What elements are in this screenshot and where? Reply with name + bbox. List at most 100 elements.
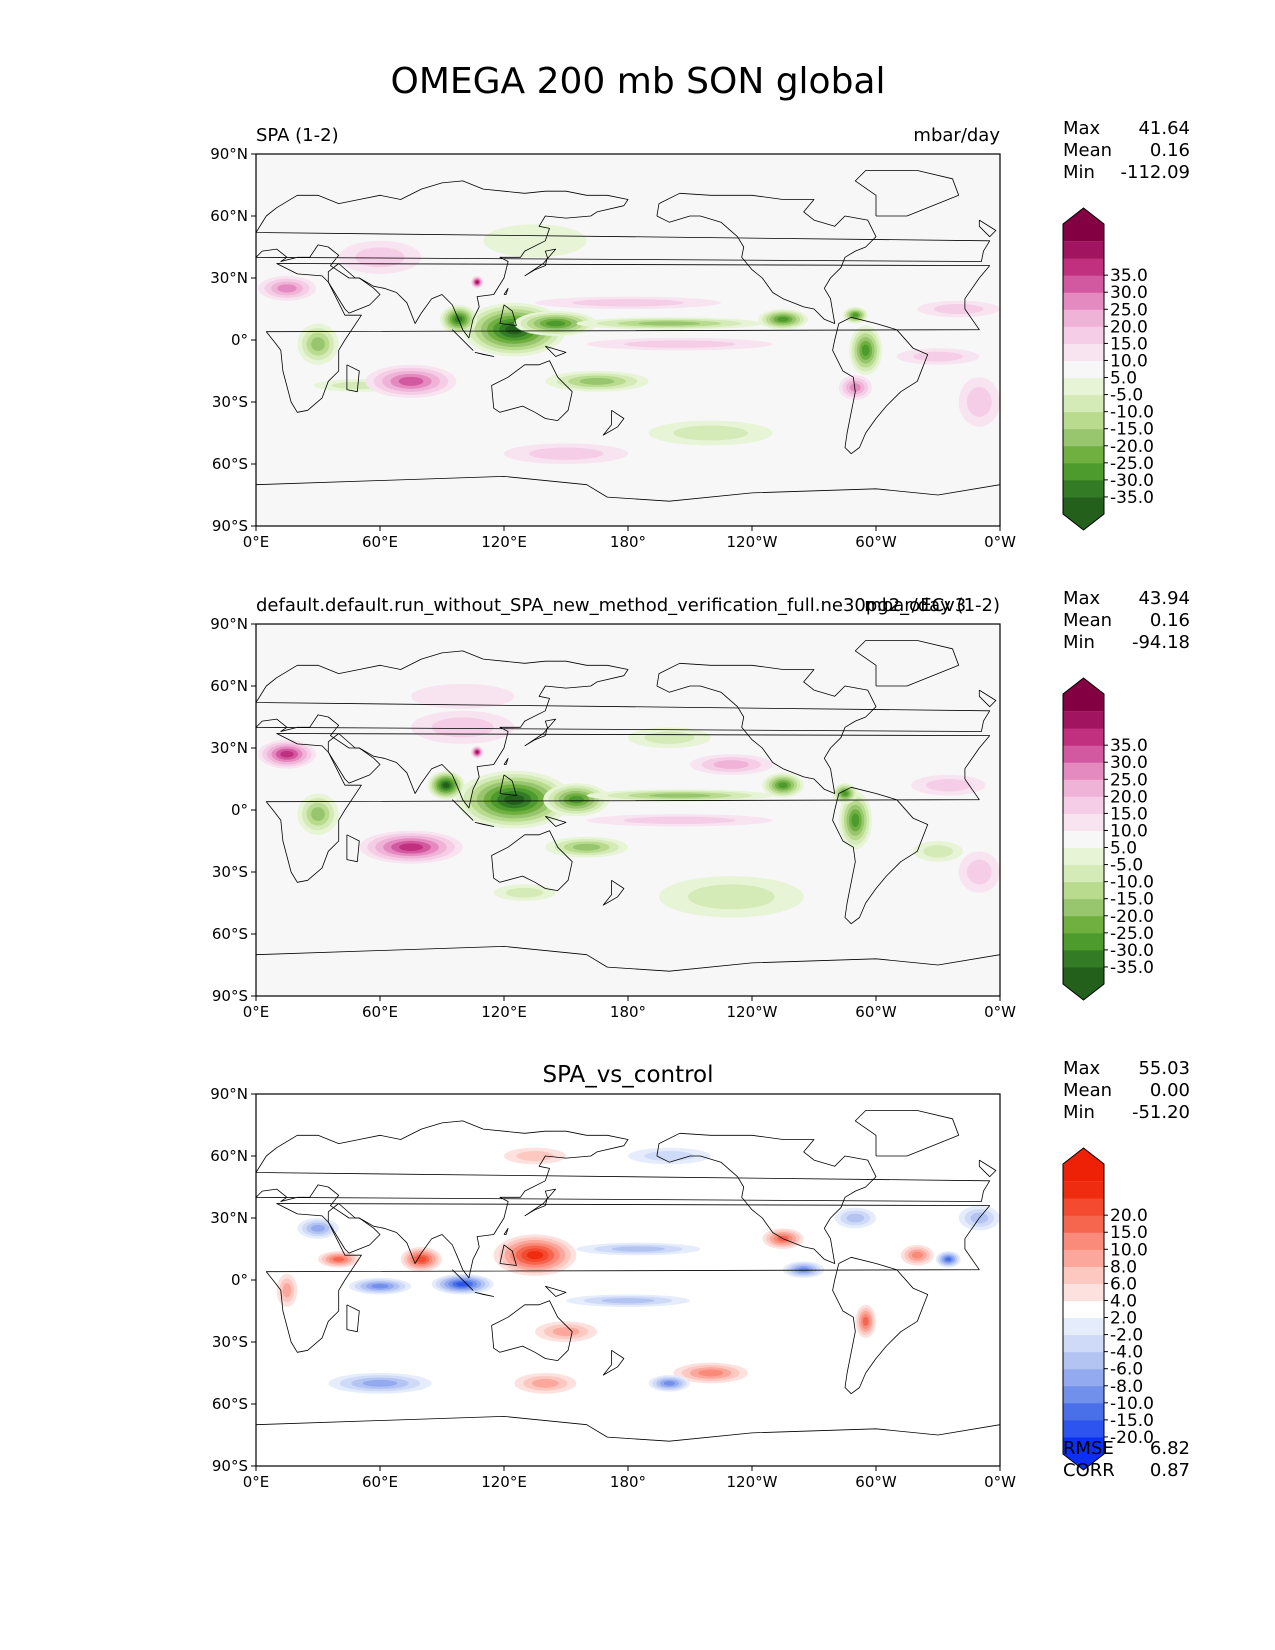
stat-label: Max bbox=[1063, 118, 1101, 139]
colorbar-swatch bbox=[1063, 479, 1104, 498]
colorbar-tick-label: 8.0 bbox=[1110, 1257, 1137, 1277]
colorbar-swatch bbox=[1063, 796, 1104, 814]
coastline-8 bbox=[346, 1304, 360, 1333]
colorbar-swatch bbox=[1063, 309, 1104, 327]
colorbar-swatch bbox=[1063, 1419, 1104, 1438]
coastline-14 bbox=[978, 219, 997, 238]
colorbar-swatch bbox=[1063, 1266, 1104, 1284]
contour-blob-18-3 bbox=[282, 1283, 292, 1298]
coastline-11 bbox=[545, 1285, 567, 1297]
x-tick-label: 120°E bbox=[481, 533, 527, 551]
coastline-10 bbox=[474, 822, 495, 827]
panels: 0°E 60°E 120°E 180° 120°W 60°W 0°W 90°N 60°N 30°N… bbox=[210, 118, 1190, 1491]
colorbar-tick-label: -5.0 bbox=[1110, 856, 1143, 876]
coastline-8 bbox=[346, 364, 360, 393]
colorbar-tick-label: -8.0 bbox=[1110, 1377, 1143, 1397]
colorbar-tick-label: 15.0 bbox=[1110, 334, 1148, 354]
coastlines bbox=[256, 1110, 1000, 1442]
coastlines bbox=[256, 170, 1000, 502]
contour-blob-20-2 bbox=[355, 247, 405, 268]
colorbar-swatch bbox=[1063, 762, 1104, 780]
colorbar-tick-label: 35.0 bbox=[1110, 266, 1148, 286]
colorbar-tick-label: -10.0 bbox=[1110, 403, 1154, 423]
contour-blob-3-4 bbox=[648, 793, 711, 798]
colorbar-tick-label: -2.0 bbox=[1110, 1326, 1143, 1346]
contour-blob-8-4 bbox=[579, 377, 615, 385]
colorbar-swatch bbox=[1063, 1283, 1104, 1301]
metric-label: RMSE bbox=[1063, 1438, 1114, 1459]
stat-label: Mean bbox=[1063, 1080, 1112, 1101]
colorbar-swatch bbox=[1063, 1402, 1104, 1421]
colorbar-extend-high bbox=[1063, 208, 1104, 242]
colorbar-tick-label: 10.0 bbox=[1110, 351, 1148, 371]
x-tick-label: 60°E bbox=[362, 1473, 398, 1491]
contour-blob-19-3 bbox=[846, 1213, 865, 1223]
coastline-13 bbox=[524, 248, 557, 277]
colorbar-swatch bbox=[1063, 949, 1104, 968]
coastline-3 bbox=[491, 1300, 573, 1361]
coastline-3 bbox=[491, 830, 573, 891]
colorbar-tick-label: 6.0 bbox=[1110, 1274, 1137, 1294]
coastline-6 bbox=[854, 1110, 960, 1157]
x-tick-label: 120°W bbox=[727, 533, 778, 551]
contour-blob-6-4 bbox=[911, 1251, 923, 1259]
colorbar-tick-label: -5.0 bbox=[1110, 386, 1143, 406]
coastline-13 bbox=[524, 1188, 557, 1217]
contour-blob-11-5 bbox=[663, 1381, 675, 1386]
colorbar-swatch bbox=[1063, 428, 1104, 447]
coastline-6 bbox=[854, 170, 960, 217]
contour-blob-11-1 bbox=[483, 224, 587, 258]
y-tick-label: 60°N bbox=[210, 1147, 248, 1165]
x-tick-label: 60°W bbox=[855, 1003, 897, 1021]
contour-blob-4-6 bbox=[777, 316, 789, 322]
colorbar-swatch bbox=[1063, 1300, 1104, 1319]
coastline-3 bbox=[491, 360, 573, 421]
colorbar-swatch bbox=[1063, 292, 1104, 310]
coastline-16 bbox=[499, 774, 517, 796]
contour-blob-12-5 bbox=[398, 376, 424, 386]
contour-blob-13-4 bbox=[277, 284, 297, 293]
colorbar-tick-label: 30.0 bbox=[1110, 753, 1148, 773]
coastline-5 bbox=[832, 1256, 929, 1395]
contour-blob-16-2 bbox=[623, 816, 736, 825]
map-panel-difference: 0°E 60°E 120°E 180° 120°W 60°W 0°W 90°N 60°N 30°N… bbox=[210, 1058, 1190, 1491]
contour-blob-22-2 bbox=[528, 447, 604, 460]
x-tick-label: 0°E bbox=[243, 1473, 270, 1491]
x-tick-label: 180° bbox=[610, 1003, 646, 1021]
colorbar-swatch bbox=[1063, 1181, 1104, 1199]
contour-blob-17-5 bbox=[862, 1316, 869, 1326]
contour-blob-13-6 bbox=[280, 750, 294, 758]
colorbar-swatch bbox=[1063, 728, 1104, 746]
colorbar-tick-label: -25.0 bbox=[1110, 454, 1154, 474]
x-tick-label: 180° bbox=[610, 1473, 646, 1491]
y-tick-label: 60°N bbox=[210, 677, 248, 695]
contour-blob-4-5 bbox=[333, 1257, 345, 1262]
x-tick-label: 120°E bbox=[481, 1003, 527, 1021]
colorbar-swatch bbox=[1063, 1249, 1104, 1267]
contour-blob-18-2 bbox=[933, 304, 984, 314]
coastline-4 bbox=[656, 1132, 877, 1264]
colorbar-tick-label: -20.0 bbox=[1110, 437, 1154, 457]
panel-left-title: default.default.run_without_SPA_new_meth… bbox=[256, 595, 966, 616]
colorbar-swatch bbox=[1063, 932, 1104, 951]
contour-blob-7-4 bbox=[311, 807, 325, 822]
coastline-9 bbox=[452, 799, 474, 821]
contour-blob-3-5 bbox=[371, 1283, 389, 1289]
colorbar-tick-label: -20.0 bbox=[1110, 1428, 1154, 1448]
colorbar-swatch bbox=[1063, 1232, 1104, 1250]
colorbar-tick-label: 15.0 bbox=[1110, 1223, 1148, 1243]
y-tick-label: 30°N bbox=[210, 739, 248, 757]
colorbar-tick-label: 20.0 bbox=[1110, 1206, 1148, 1226]
colorbar-swatch bbox=[1063, 1198, 1104, 1216]
y-tick-label: 90°S bbox=[212, 1457, 248, 1475]
colorbar-tick-label: 5.0 bbox=[1110, 369, 1137, 389]
stat-value: 0.16 bbox=[1150, 610, 1190, 631]
coastline-7 bbox=[256, 476, 1000, 502]
contour-blob-20-2 bbox=[644, 731, 695, 744]
coastline-7 bbox=[256, 1416, 1000, 1442]
colorbar-swatch bbox=[1063, 1385, 1104, 1404]
colorbar-swatch bbox=[1063, 830, 1104, 849]
stat-value: 55.03 bbox=[1138, 1058, 1190, 1079]
colorbar-swatch bbox=[1063, 343, 1104, 361]
colorbar-extend-high bbox=[1063, 1148, 1104, 1182]
